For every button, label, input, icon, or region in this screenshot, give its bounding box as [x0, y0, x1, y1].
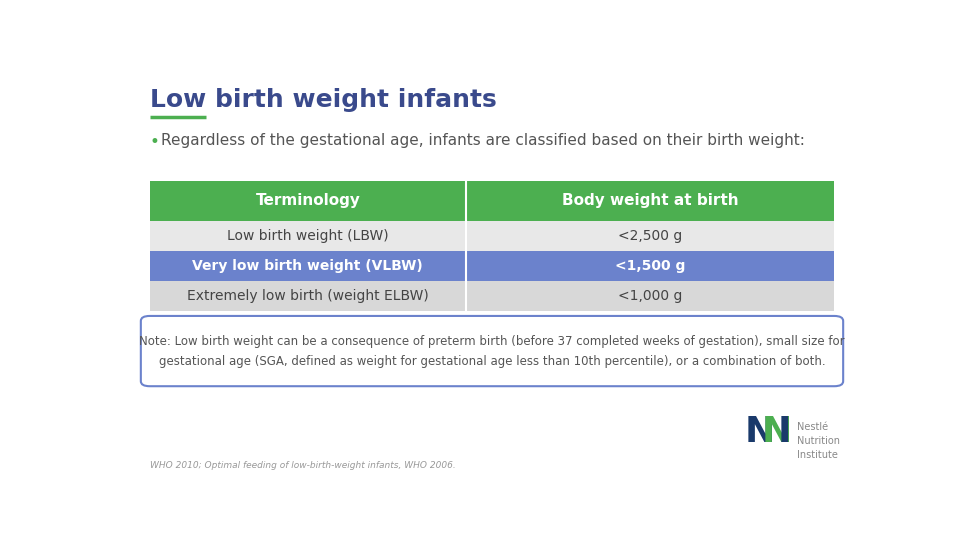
- Text: <1,000 g: <1,000 g: [618, 288, 683, 302]
- Text: Very low birth weight (VLBW): Very low birth weight (VLBW): [193, 259, 423, 273]
- FancyBboxPatch shape: [150, 281, 834, 310]
- FancyBboxPatch shape: [150, 221, 834, 251]
- Text: Nestlé
Nutrition
Institute: Nestlé Nutrition Institute: [797, 422, 840, 460]
- Text: Extremely low birth (weight ELBW): Extremely low birth (weight ELBW): [187, 288, 429, 302]
- FancyBboxPatch shape: [150, 251, 834, 281]
- Text: Low birth weight (LBW): Low birth weight (LBW): [228, 229, 389, 242]
- Text: N: N: [761, 415, 792, 449]
- Text: Low birth weight infants: Low birth weight infants: [150, 87, 496, 112]
- FancyBboxPatch shape: [150, 181, 834, 221]
- Text: Regardless of the gestational age, infants are classified based on their birth w: Regardless of the gestational age, infan…: [161, 133, 804, 148]
- Text: <2,500 g: <2,500 g: [618, 229, 683, 242]
- Text: •: •: [150, 133, 159, 151]
- Text: N: N: [745, 415, 776, 449]
- Text: <1,500 g: <1,500 g: [615, 259, 685, 273]
- Text: Note: Low birth weight can be a consequence of preterm birth (before 37 complete: Note: Low birth weight can be a conseque…: [139, 335, 845, 368]
- FancyBboxPatch shape: [141, 316, 843, 386]
- Text: Terminology: Terminology: [255, 193, 360, 208]
- Text: Body weight at birth: Body weight at birth: [562, 193, 738, 208]
- Text: I: I: [778, 415, 791, 449]
- Text: WHO 2010; Optimal feeding of low-birth-weight infants, WHO 2006.: WHO 2010; Optimal feeding of low-birth-w…: [150, 461, 455, 470]
